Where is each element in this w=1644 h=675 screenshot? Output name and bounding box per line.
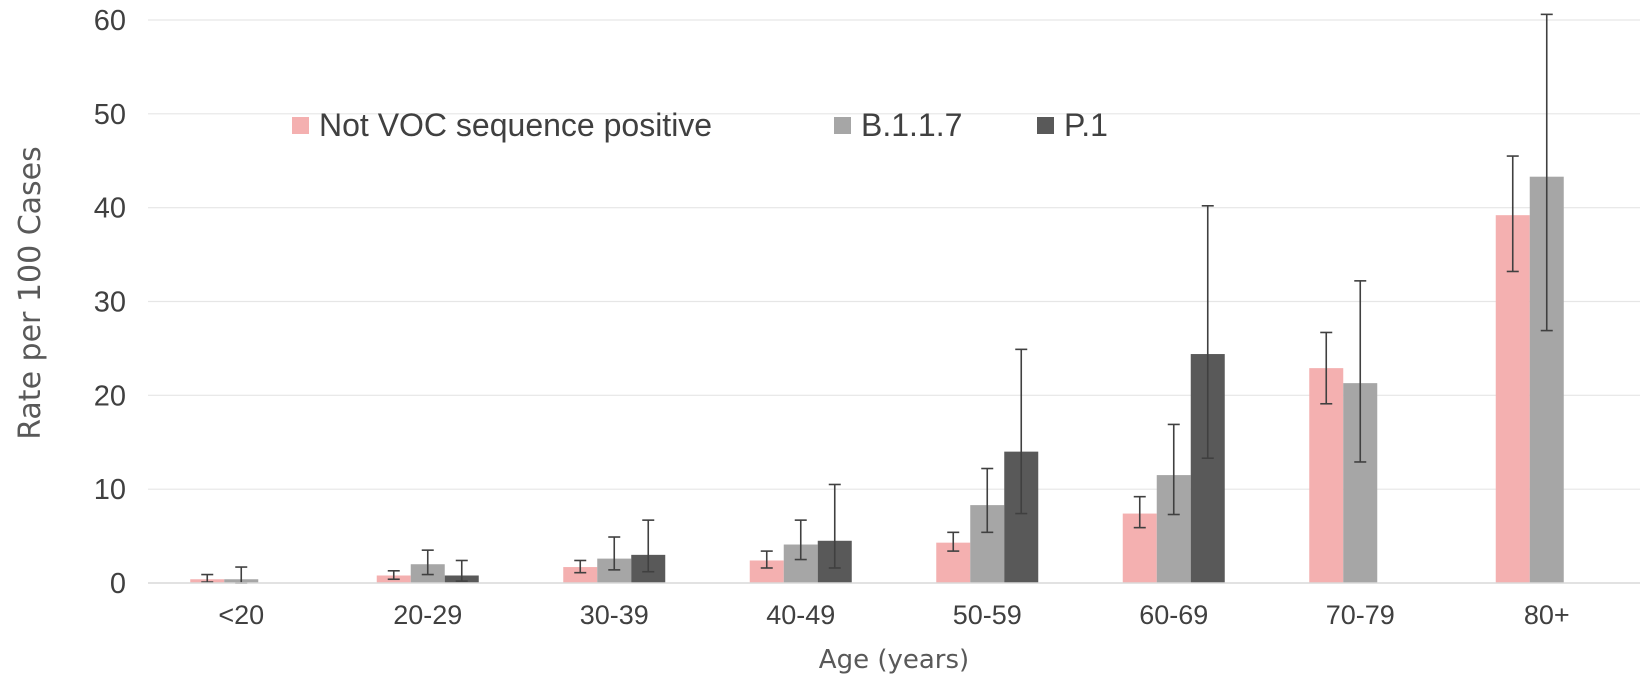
x-tick-label: 40-49: [766, 600, 835, 630]
y-tick-label: 30: [94, 287, 126, 319]
bar: [749, 560, 784, 583]
legend-swatch: [292, 117, 309, 134]
x-tick-label: 30-39: [580, 600, 649, 630]
y-tick-label: 40: [94, 193, 126, 225]
legend-entry: Not VOC sequence positive: [319, 107, 712, 143]
x-tick-label: <20: [218, 600, 264, 630]
bar: [563, 567, 598, 583]
y-tick-label: 0: [110, 568, 126, 600]
y-tick-label: 50: [94, 99, 126, 131]
gridlines: [148, 19, 1640, 490]
x-tick-label: 20-29: [393, 600, 462, 630]
legend-entry: P.1: [1064, 107, 1108, 143]
x-tick-label: 50-59: [953, 600, 1022, 630]
y-tick-label: 60: [94, 5, 126, 37]
legend: Not VOC sequence positive B.1.1.7 P.1: [292, 107, 1108, 143]
x-tick-label: 60-69: [1139, 600, 1208, 630]
legend-swatch: [834, 117, 851, 134]
bar: [1495, 215, 1530, 583]
y-axis-ticks: 0 10 20 30 40 50 60: [94, 5, 126, 600]
x-axis-ticks: <20 20-29 30-39 40-49 50-59 60-69 70-79 80+: [218, 600, 1569, 630]
bars: [190, 176, 1564, 583]
y-tick-label: 10: [94, 474, 126, 506]
x-axis-title: Age (years): [819, 645, 969, 675]
legend-swatch: [1037, 117, 1054, 134]
y-axis-title: Rate per 100 Cases: [13, 146, 48, 440]
y-tick-label: 20: [94, 380, 126, 412]
x-tick-label: 70-79: [1326, 600, 1395, 630]
x-tick-label: 80+: [1524, 600, 1570, 630]
legend-entry: B.1.1.7: [861, 107, 962, 143]
